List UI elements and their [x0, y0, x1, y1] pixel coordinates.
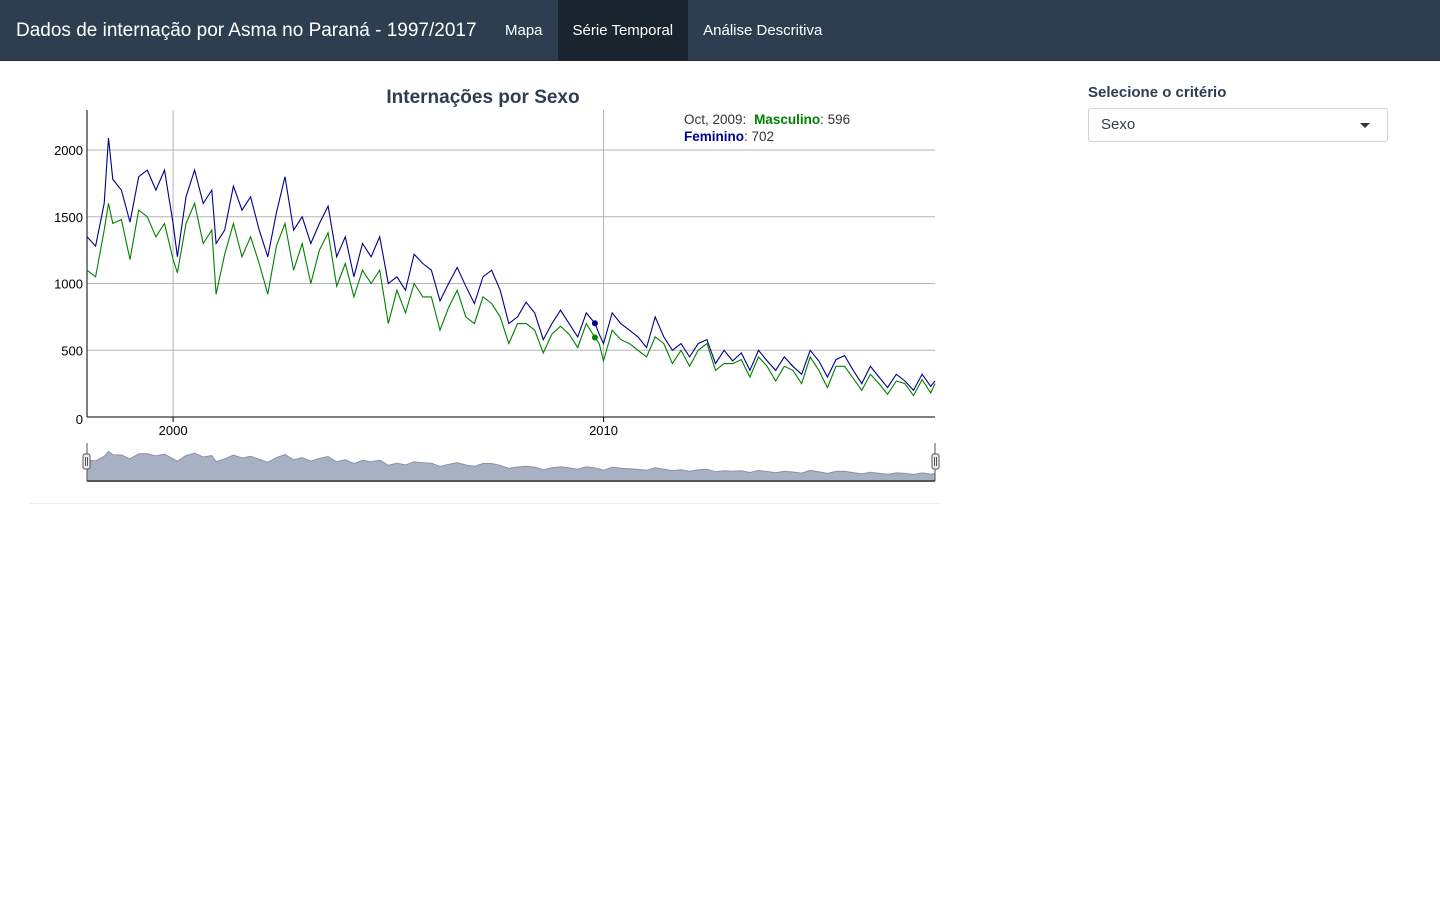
main-panel-divider [30, 503, 940, 504]
range-selector[interactable] [82, 443, 940, 482]
chart-highlight-points [591, 320, 598, 341]
chart-axes: 0 500 1000 1500 2000 2000 2010 [54, 110, 935, 438]
time-series-chart: Internações por Sexo 0 500 1000 1500 2000 200… [54, 87, 940, 482]
caret-down-icon [1360, 123, 1370, 128]
top-navbar: Dados de internação por Asma no Paraná -… [0, 0, 1440, 61]
y-tick-label: 1000 [54, 277, 83, 292]
criterion-label: Selecione o critério [1088, 84, 1227, 101]
legend-masculino-value: 596 [828, 112, 851, 127]
criterion-select-value: Sexo [1101, 116, 1136, 133]
chart-grid [87, 110, 935, 417]
range-selector-mini-area [86, 450, 936, 482]
legend-feminino-name: Feminino [684, 129, 744, 144]
legend-masculino-name: Masculino [754, 112, 820, 127]
chart-title: Internações por Sexo [386, 87, 579, 108]
highlight-point-masculino [591, 334, 598, 341]
y-tick-label: 500 [61, 343, 83, 358]
criterion-select[interactable]: Sexo [1088, 108, 1388, 142]
nav-tabs: Mapa Série Temporal Análise Descritiva [490, 0, 837, 61]
tab-serie-temporal[interactable]: Série Temporal [557, 0, 689, 61]
range-handle-left[interactable] [82, 453, 91, 470]
app-title: Dados de internação por Asma no Paraná -… [16, 20, 477, 41]
tab-analise-descritiva[interactable]: Análise Descritiva [703, 22, 823, 39]
svg-text:Feminino: 702: Feminino: 702 [684, 129, 774, 144]
series-line-masculino [86, 201, 936, 397]
series-line-feminino [86, 137, 936, 392]
x-tick-label: 2010 [589, 423, 618, 438]
y-tick-label: 2000 [54, 143, 83, 158]
tab-mapa[interactable]: Mapa [505, 22, 543, 39]
x-tick-label: 2000 [159, 423, 188, 438]
svg-text:Oct, 2009: Masculino: 59: Oct, 2009: Masculino: 596 [684, 112, 850, 127]
legend-feminino-value: 702 [752, 129, 775, 144]
highlight-point-feminino [591, 320, 598, 327]
hover-legend: Oct, 2009: Masculino: 596 Feminino: 702 [684, 112, 850, 144]
range-handle-right[interactable] [931, 453, 940, 470]
y-tick-label: 1500 [54, 210, 83, 225]
chart-series [86, 137, 936, 397]
legend-date: Oct, 2009: [684, 112, 746, 127]
y-tick-label: 0 [76, 412, 83, 427]
